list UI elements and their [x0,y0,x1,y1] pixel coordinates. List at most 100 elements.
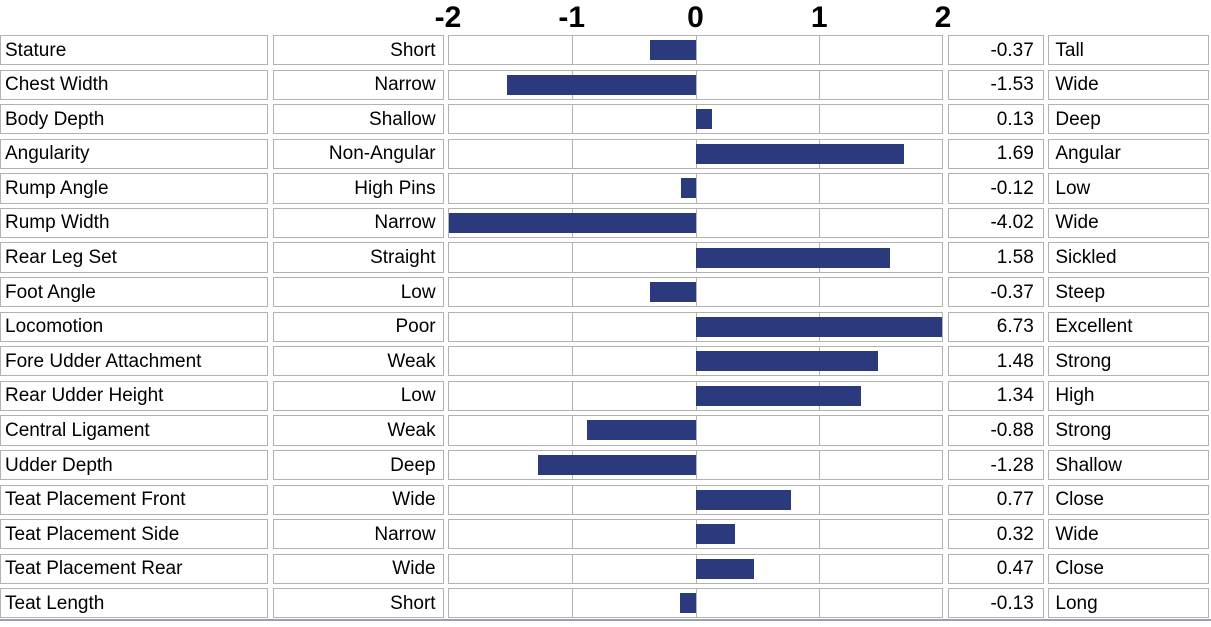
trait-bar [695,351,879,372]
bar-cell [448,449,944,481]
bar-cell [448,346,944,377]
trait-row: Udder Depth Deep -1.28 Shallow [0,449,1211,481]
trait-name-cell: Body Depth [0,104,268,135]
trait-name-cell: Central Ligament [0,415,268,446]
low-descriptor-cell: High Pins [272,173,444,204]
high-descriptor-cell: Sickled [1048,242,1210,273]
trait-row: Teat Length Short -0.13 Long [0,588,1211,619]
gridline [572,105,574,134]
trait-name-cell: Rear Udder Height [0,380,268,411]
bar-cell [448,242,944,273]
trait-rows: Stature Short -0.37 Tall Chest Width Nar… [0,35,1211,619]
value-cell: 0.77 [947,484,1044,515]
axis-tick-label: 0 [687,1,704,34]
trait-bar [680,178,696,199]
trait-row: Stature Short -0.37 Tall [0,35,1211,66]
trait-row: Rump Width Narrow -4.02 Wide [0,207,1211,239]
high-descriptor-cell: Wide [1048,519,1210,550]
trait-name-cell: Teat Placement Front [0,484,268,515]
value-cell: 1.69 [947,138,1044,169]
trait-name-cell: Fore Udder Attachment [0,346,268,377]
trait-name-cell: Teat Placement Side [0,519,268,550]
trait-bar [587,420,696,441]
low-descriptor-cell: Shallow [272,104,444,135]
trait-name-cell: Foot Angle [0,277,268,308]
bar-cell [448,35,944,66]
low-descriptor-cell: Straight [272,242,444,273]
gridline [572,416,574,445]
trait-row: Fore Udder Attachment Weak 1.48 Strong [0,346,1211,377]
trait-bar [449,212,696,233]
low-descriptor-cell: Short [272,35,444,66]
low-descriptor-cell: Narrow [272,69,444,100]
high-descriptor-cell: Shallow [1048,449,1210,481]
low-descriptor-cell: Short [272,588,444,619]
value-cell: 1.58 [947,242,1044,273]
trait-row: Central Ligament Weak -0.88 Strong [0,415,1211,446]
high-descriptor-cell: Strong [1048,415,1210,446]
gridline [695,450,697,480]
trait-name-cell: Rump Width [0,207,268,239]
trait-name-cell: Stature [0,35,268,66]
trait-bar [695,247,891,268]
high-descriptor-cell: Excellent [1048,311,1210,342]
trait-bar [695,143,904,164]
bar-cell [448,484,944,515]
gridline [572,278,574,307]
trait-bar [650,282,696,303]
low-descriptor-cell: Non-Angular [272,138,444,169]
gridline [572,312,574,341]
gridline [695,36,697,65]
gridline [818,554,820,583]
gridline [572,554,574,583]
bar-cell [448,104,944,135]
gridline [818,589,820,618]
gridline [572,520,574,549]
bar-cell [448,173,944,204]
high-descriptor-cell: Strong [1048,346,1210,377]
value-cell: -4.02 [947,207,1044,239]
gridline [572,485,574,514]
trait-name-cell: Locomotion [0,311,268,342]
high-descriptor-cell: Angular [1048,138,1210,169]
low-descriptor-cell: Low [272,380,444,411]
trait-bar [695,316,943,337]
low-descriptor-cell: Wide [272,553,444,584]
gridline [572,589,574,618]
trait-row: Teat Placement Front Wide 0.77 Close [0,484,1211,515]
bar-cell [448,519,944,550]
trait-name-cell: Chest Width [0,69,268,100]
low-descriptor-cell: Narrow [272,207,444,239]
trait-bar [537,455,696,476]
high-descriptor-cell: Close [1048,553,1210,584]
low-descriptor-cell: Weak [272,346,444,377]
high-descriptor-cell: Close [1048,484,1210,515]
bar-cell [448,69,944,100]
low-descriptor-cell: Deep [272,449,444,481]
bar-cell [448,415,944,446]
high-descriptor-cell: Wide [1048,69,1210,100]
value-cell: 0.32 [947,519,1044,550]
axis-tick-label: 2 [934,1,952,34]
trait-row: Teat Placement Side Narrow 0.32 Wide [0,519,1211,550]
trait-bar [695,489,791,510]
trait-bar [695,109,712,130]
low-descriptor-cell: Wide [272,484,444,515]
axis-tick-label: -2 [434,1,462,34]
value-cell: 6.73 [947,311,1044,342]
axis-tick-label: 1 [810,1,828,34]
gridline [695,416,697,445]
x-axis: -2 -1 0 1 2 [435,0,952,34]
trait-bar [679,593,696,614]
high-descriptor-cell: Deep [1048,104,1210,135]
gridline [572,243,574,272]
gridline [572,174,574,203]
trait-name-cell: Teat Placement Rear [0,553,268,584]
bar-cell [448,311,944,342]
bar-cell [448,588,944,619]
trait-row: Angularity Non-Angular 1.69 Angular [0,138,1211,169]
trait-bar [650,40,696,61]
gridline [695,174,697,203]
trait-name-cell: Angularity [0,138,268,169]
gridline [572,381,574,410]
